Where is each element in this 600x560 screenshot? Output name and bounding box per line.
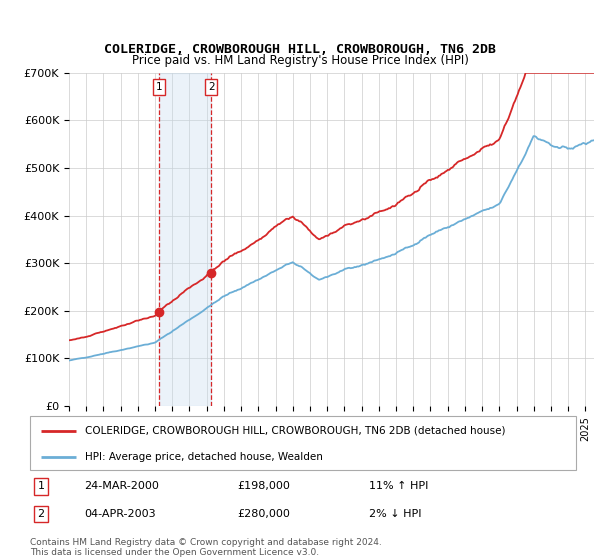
Text: 1: 1 bbox=[156, 82, 163, 92]
Text: COLERIDGE, CROWBOROUGH HILL, CROWBOROUGH, TN6 2DB: COLERIDGE, CROWBOROUGH HILL, CROWBOROUGH… bbox=[104, 43, 496, 56]
Text: £280,000: £280,000 bbox=[238, 509, 290, 519]
Text: 2: 2 bbox=[37, 509, 44, 519]
FancyBboxPatch shape bbox=[30, 416, 576, 470]
Text: 2% ↓ HPI: 2% ↓ HPI bbox=[368, 509, 421, 519]
Text: £198,000: £198,000 bbox=[238, 482, 290, 491]
Text: 24-MAR-2000: 24-MAR-2000 bbox=[85, 482, 160, 491]
Bar bbox=[159, 73, 211, 406]
Text: 04-APR-2003: 04-APR-2003 bbox=[85, 509, 156, 519]
Text: HPI: Average price, detached house, Wealden: HPI: Average price, detached house, Weal… bbox=[85, 452, 322, 461]
Text: 11% ↑ HPI: 11% ↑ HPI bbox=[368, 482, 428, 491]
Text: COLERIDGE, CROWBOROUGH HILL, CROWBOROUGH, TN6 2DB (detached house): COLERIDGE, CROWBOROUGH HILL, CROWBOROUGH… bbox=[85, 426, 505, 436]
Text: 2: 2 bbox=[208, 82, 214, 92]
Text: Contains HM Land Registry data © Crown copyright and database right 2024.
This d: Contains HM Land Registry data © Crown c… bbox=[30, 538, 382, 557]
Text: 1: 1 bbox=[37, 482, 44, 491]
Text: Price paid vs. HM Land Registry's House Price Index (HPI): Price paid vs. HM Land Registry's House … bbox=[131, 54, 469, 67]
